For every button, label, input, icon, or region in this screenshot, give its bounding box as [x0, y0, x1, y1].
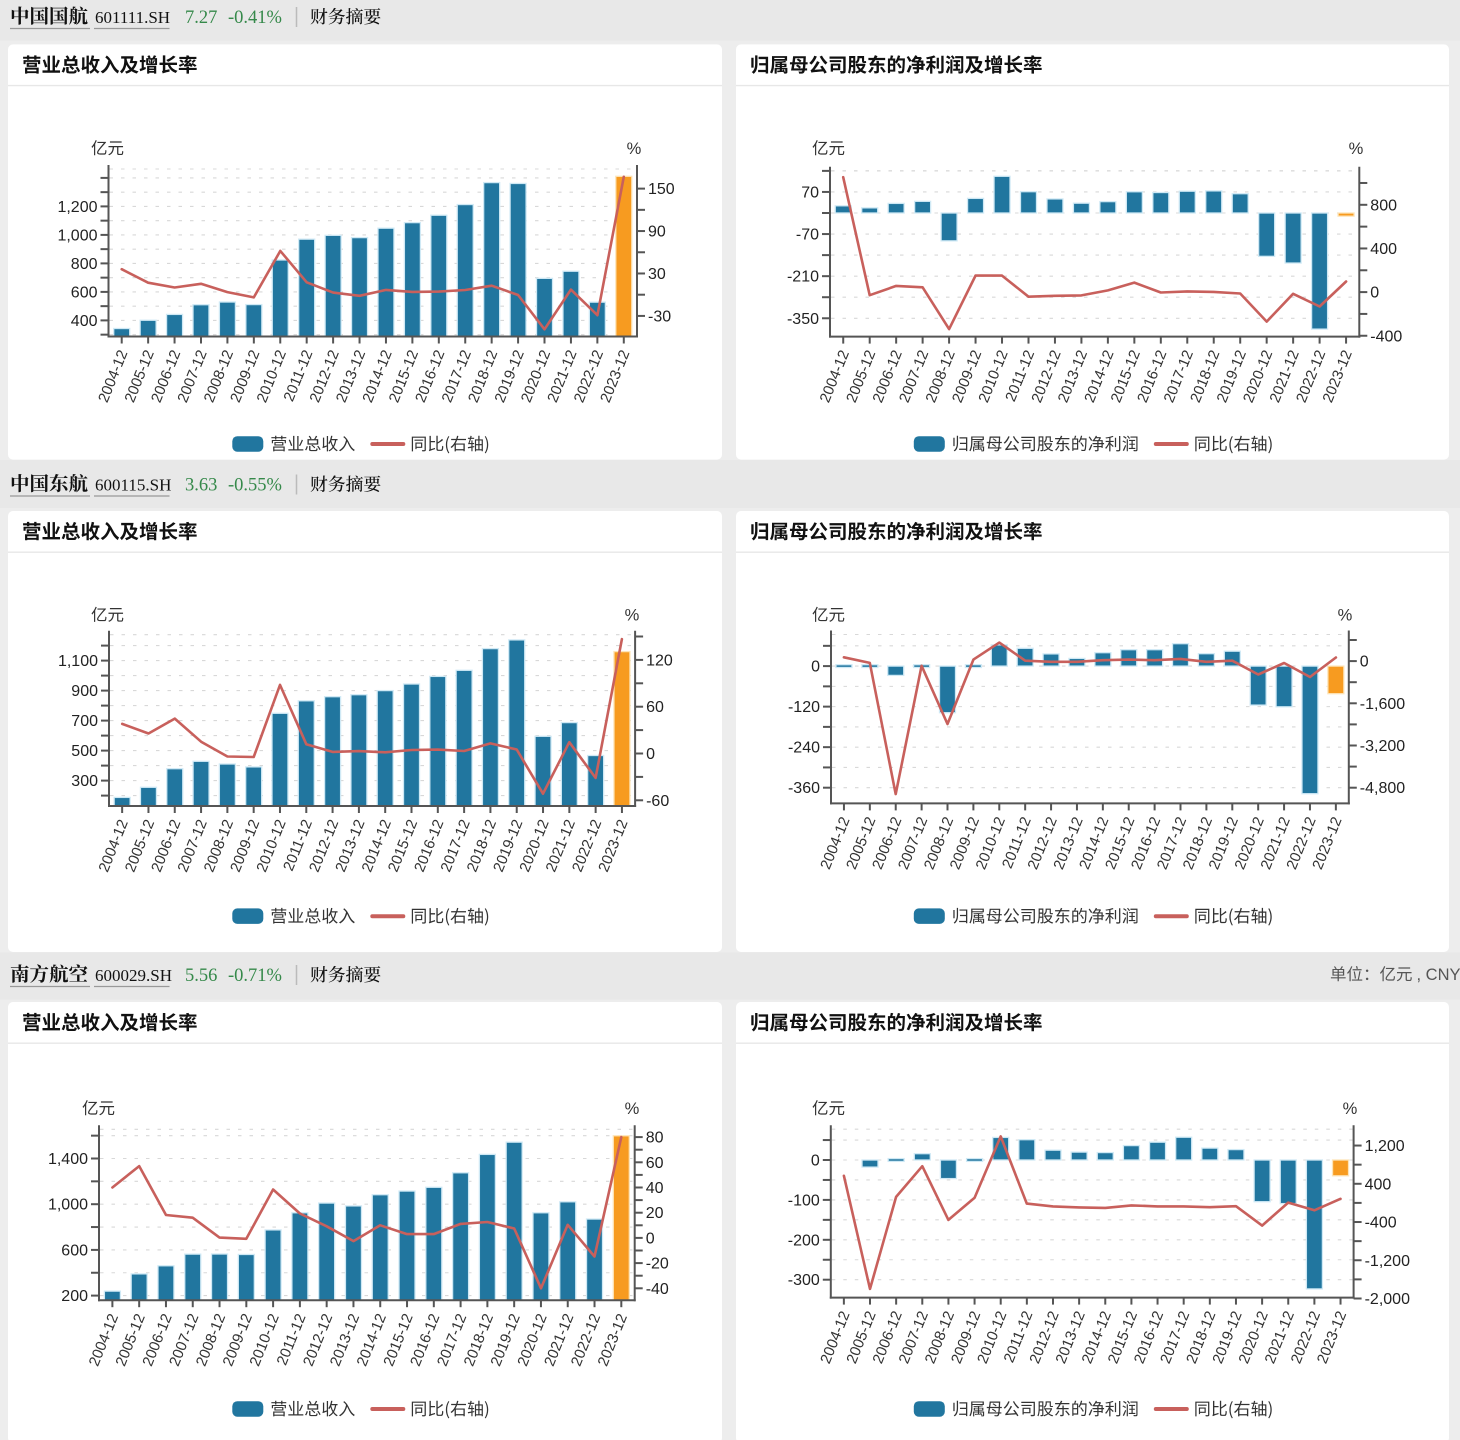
svg-text:%: %	[1338, 607, 1353, 625]
svg-text:0: 0	[1360, 654, 1369, 671]
svg-text:1,400: 1,400	[48, 1151, 88, 1168]
svg-text:-1,600: -1,600	[1360, 696, 1405, 713]
svg-text:7.27: 7.27	[185, 8, 217, 28]
svg-text:-300: -300	[788, 1272, 820, 1289]
svg-text:900: 900	[71, 683, 98, 700]
svg-text:%: %	[625, 607, 640, 625]
svg-text:601111.SH: 601111.SH	[95, 8, 170, 27]
svg-text:700: 700	[71, 713, 98, 730]
svg-text:30: 30	[648, 266, 666, 283]
svg-text:300: 300	[71, 773, 98, 790]
svg-text:70: 70	[801, 184, 819, 201]
svg-text:60: 60	[646, 699, 664, 716]
svg-text:400: 400	[1365, 1176, 1392, 1193]
svg-text:800: 800	[1370, 197, 1397, 214]
svg-text:%: %	[627, 140, 642, 158]
svg-text:-200: -200	[788, 1232, 820, 1249]
svg-text:-20: -20	[646, 1256, 669, 1273]
svg-text:-70: -70	[796, 227, 819, 244]
svg-text:80: 80	[646, 1130, 664, 1147]
svg-text:3.63: 3.63	[185, 476, 217, 496]
svg-text:20: 20	[646, 1205, 664, 1222]
svg-text:1,100: 1,100	[58, 653, 98, 670]
svg-text:-0.55%: -0.55%	[228, 476, 282, 496]
svg-text:200: 200	[61, 1288, 88, 1305]
svg-text:%: %	[1349, 140, 1364, 158]
svg-text:%: %	[1343, 1100, 1358, 1118]
svg-text:1,200: 1,200	[57, 199, 97, 216]
svg-text:-350: -350	[787, 311, 819, 328]
svg-text:-30: -30	[648, 308, 671, 325]
svg-text:120: 120	[646, 652, 673, 669]
svg-text:90: 90	[648, 224, 666, 241]
svg-text:600029.SH: 600029.SH	[95, 966, 172, 985]
svg-text:-100: -100	[788, 1192, 820, 1209]
svg-text:5.56: 5.56	[185, 966, 217, 986]
svg-text:-0.71%: -0.71%	[228, 966, 282, 986]
svg-text:-60: -60	[646, 793, 669, 810]
svg-text:800: 800	[71, 256, 98, 273]
svg-text:-120: -120	[788, 699, 820, 716]
svg-text:400: 400	[1370, 241, 1397, 258]
svg-text:40: 40	[646, 1180, 664, 1197]
svg-text:0: 0	[646, 746, 655, 763]
svg-text:, CNY: , CNY	[1417, 966, 1460, 984]
svg-text:-400: -400	[1370, 328, 1402, 345]
svg-text:150: 150	[648, 181, 675, 198]
svg-text:500: 500	[71, 743, 98, 760]
svg-text:1,000: 1,000	[57, 227, 97, 244]
svg-text:400: 400	[71, 313, 98, 330]
svg-text:0: 0	[811, 1153, 820, 1170]
svg-text:1,000: 1,000	[48, 1197, 88, 1214]
svg-text:600: 600	[61, 1242, 88, 1259]
svg-text:600: 600	[71, 284, 98, 301]
svg-text:-3,200: -3,200	[1360, 738, 1405, 755]
svg-text:-40: -40	[646, 1281, 669, 1298]
svg-text:600115.SH: 600115.SH	[95, 476, 171, 495]
svg-text:0: 0	[811, 659, 820, 676]
svg-text:0: 0	[646, 1230, 655, 1247]
svg-text:-240: -240	[788, 740, 820, 757]
svg-text:-1,200: -1,200	[1365, 1253, 1410, 1270]
svg-text:-400: -400	[1365, 1215, 1397, 1232]
svg-text:%: %	[625, 1100, 640, 1118]
svg-text:-0.41%: -0.41%	[228, 8, 282, 28]
svg-text:60: 60	[646, 1155, 664, 1172]
svg-text:-360: -360	[788, 780, 820, 797]
svg-text:1,200: 1,200	[1365, 1138, 1405, 1155]
svg-text:-4,800: -4,800	[1360, 780, 1405, 797]
svg-text:-210: -210	[787, 269, 819, 286]
svg-text:0: 0	[1370, 285, 1379, 302]
svg-text:-2,000: -2,000	[1365, 1291, 1410, 1308]
